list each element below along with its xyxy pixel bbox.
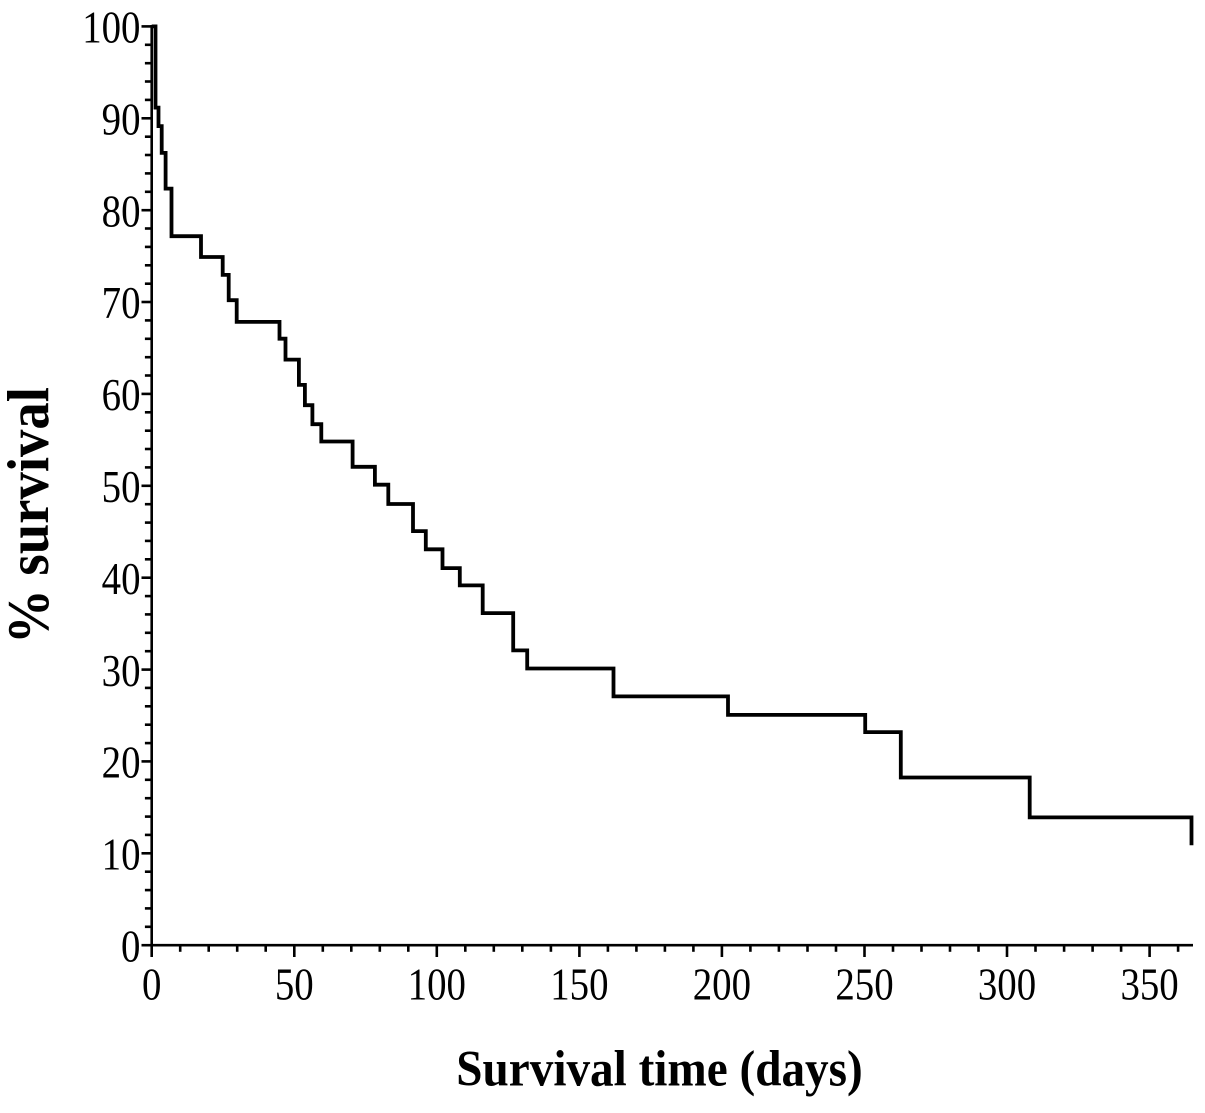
svg-text:300: 300 (978, 960, 1036, 1011)
svg-text:Survival time (days): Survival time (days) (456, 1040, 862, 1097)
svg-text:50: 50 (275, 960, 314, 1011)
svg-text:100: 100 (82, 3, 140, 54)
svg-text:350: 350 (1120, 960, 1178, 1011)
svg-text:90: 90 (102, 95, 141, 146)
svg-text:40: 40 (102, 554, 141, 605)
svg-text:0: 0 (142, 960, 161, 1011)
svg-text:60: 60 (102, 370, 141, 421)
svg-text:50: 50 (102, 462, 141, 513)
svg-text:100: 100 (408, 960, 466, 1011)
svg-text:150: 150 (550, 960, 608, 1011)
svg-text:70: 70 (102, 278, 141, 329)
svg-text:10: 10 (102, 830, 141, 881)
svg-text:20: 20 (102, 738, 141, 789)
svg-text:250: 250 (835, 960, 893, 1011)
svg-text:0: 0 (121, 921, 140, 972)
svg-text:80: 80 (102, 186, 141, 237)
svg-text:30: 30 (102, 646, 141, 697)
svg-text:% survival: % survival (0, 387, 61, 644)
svg-text:200: 200 (693, 960, 751, 1011)
